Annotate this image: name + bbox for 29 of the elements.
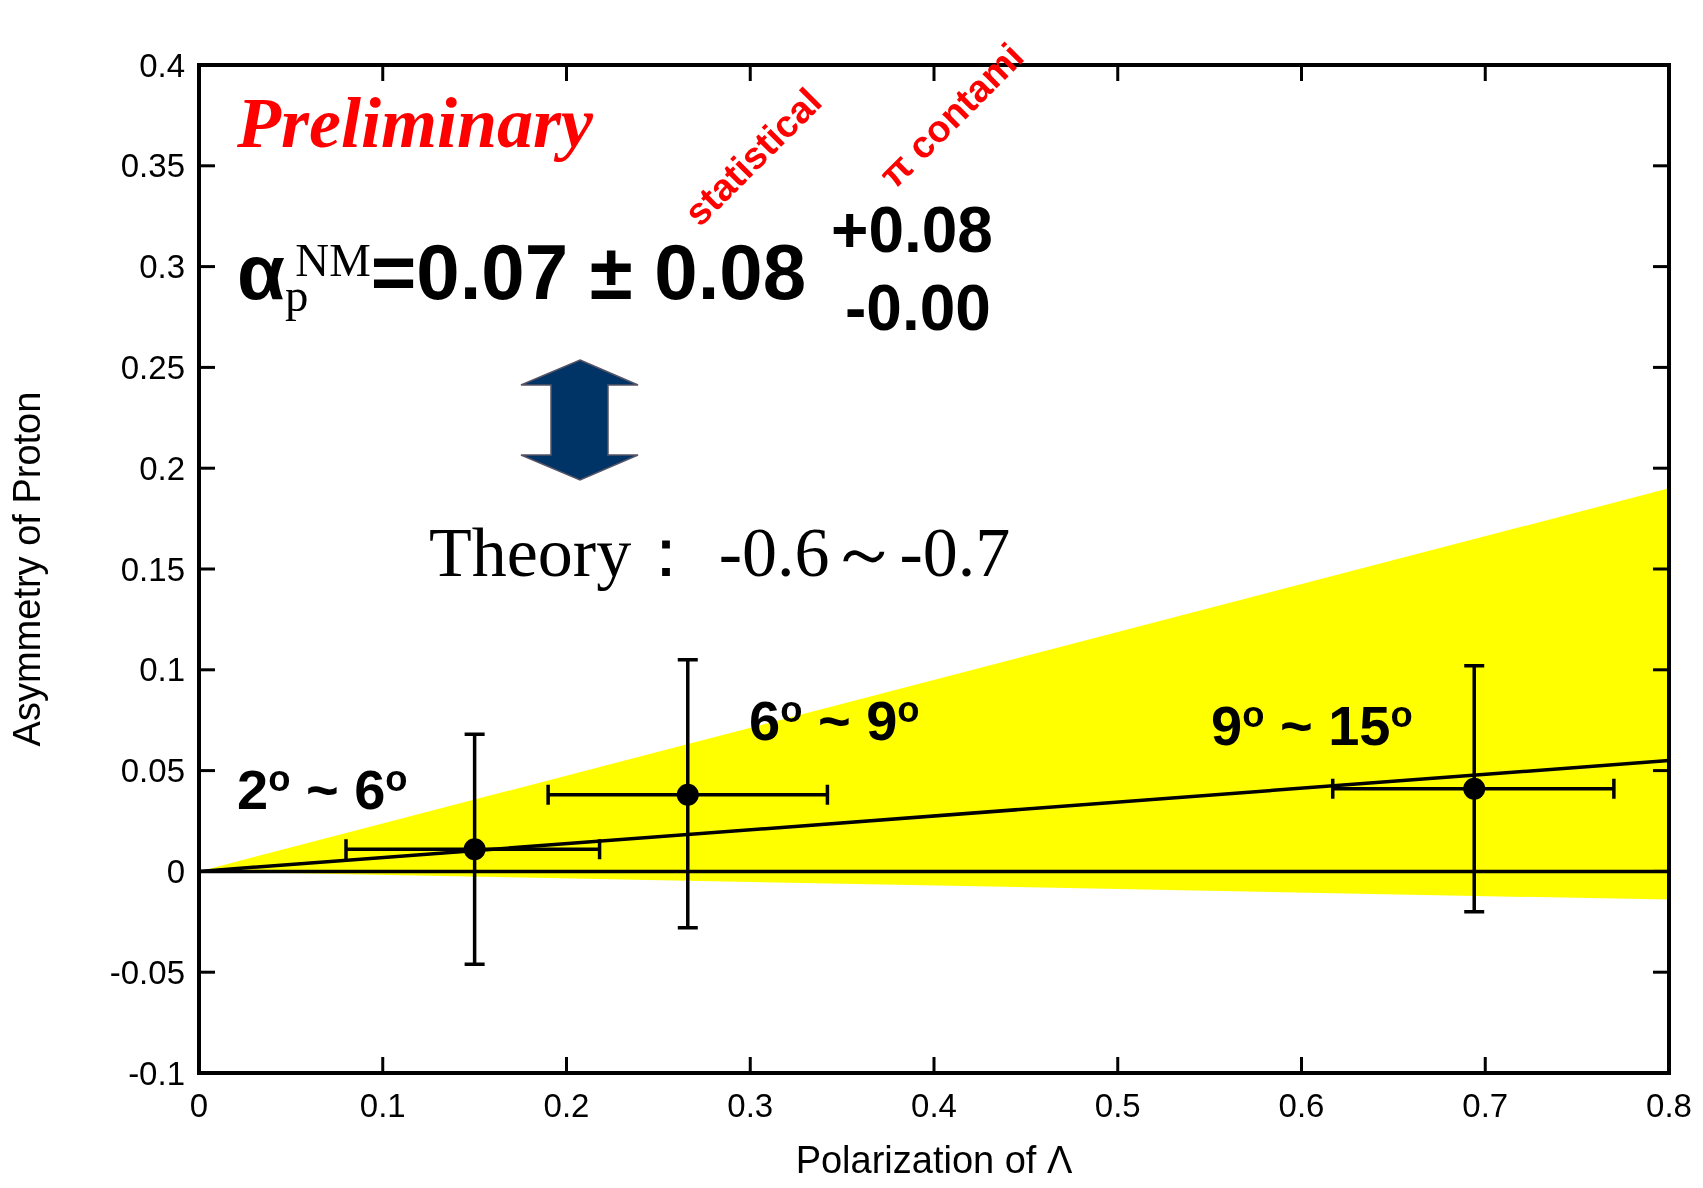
y-tick-label: 0.3 [139,248,185,286]
y-tick-label: 0 [166,852,185,890]
y-tick-label: 0.4 [139,46,185,84]
y-tick-label: -0.05 [109,953,185,991]
x-tick-label: 0.6 [1278,1087,1325,1124]
annotation: Preliminary [236,83,595,163]
annotation: +0.08 [831,194,993,266]
y-tick-label: 0.35 [120,147,185,185]
y-tick-label: 0.15 [120,550,185,588]
x-tick-label: 0.7 [1462,1087,1509,1124]
y-tick-label: 0.1 [139,651,185,689]
annotation: -0.00 [845,272,991,344]
annotation: α$_{p}$$^{NM}$=0.07 ± 0.08 [237,228,807,321]
x-tick-label: 0.1 [359,1087,406,1124]
x-axis-title: Polarization of Λ [795,1139,1073,1181]
x-tick-label: 0.4 [911,1087,957,1124]
annotation: Theory： -0.6～-0.7 [429,514,1011,591]
x-tick-label: 0.8 [1646,1087,1692,1124]
annotation: 2$^{o}$ ~ 6$^{o}$ [237,758,408,821]
y-tick-label: 0.05 [120,752,185,790]
y-axis-title: Asymmetry of Proton [6,391,48,747]
y-tick-label: -0.1 [128,1054,185,1092]
y-tick-label: 0.2 [139,449,185,487]
x-tick-label: 0.2 [543,1087,590,1124]
x-tick-label: 0 [189,1087,209,1124]
x-tick-label: 0.5 [1094,1087,1141,1124]
y-tick-label: 0.25 [120,348,185,386]
annotation: 9$^{o}$ ~ 15$^{o}$ [1211,694,1413,757]
x-tick-label: 0.3 [727,1087,774,1124]
